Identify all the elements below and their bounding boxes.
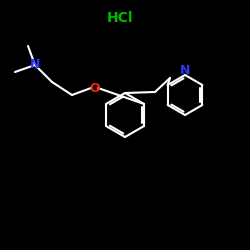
Text: HCl: HCl bbox=[107, 11, 133, 25]
Text: N: N bbox=[30, 58, 40, 71]
Text: N: N bbox=[180, 64, 190, 76]
Text: O: O bbox=[90, 82, 100, 94]
